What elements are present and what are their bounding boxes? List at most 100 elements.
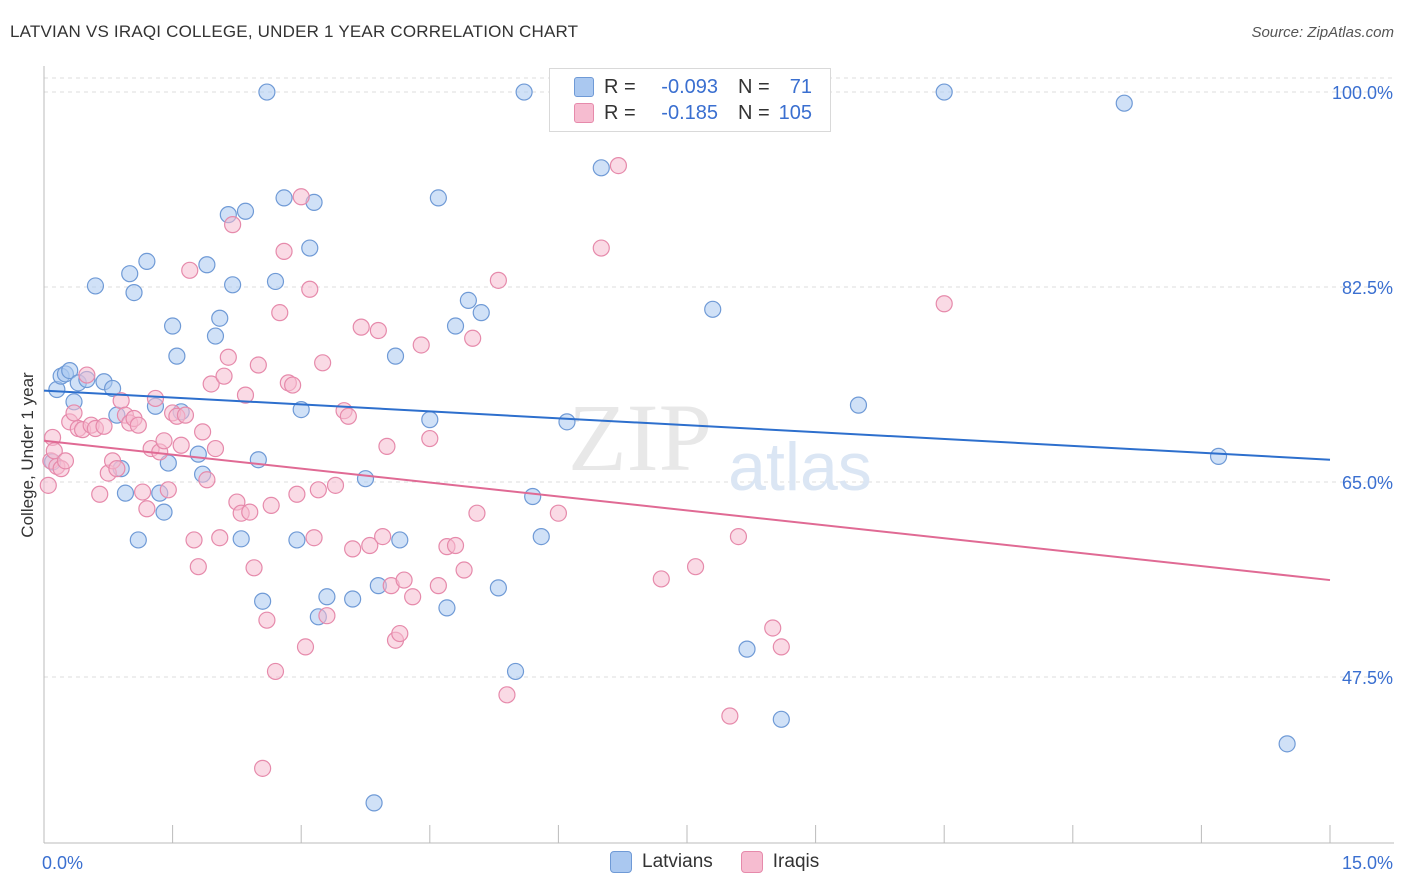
latvian-point [103,379,122,398]
iraqi-point [138,500,156,518]
iraqi-point [652,570,670,588]
chart-title: LATVIAN VS IRAQI COLLEGE, UNDER 1 YEAR C… [10,22,579,41]
iraqi-point [318,607,336,625]
stats-legend-row-iraqis: R = -0.185 N = 105 [574,100,812,126]
iraqi-point [326,476,345,494]
legend-label-iraqis: Iraqis [772,851,820,872]
iraqi-point [404,588,422,606]
latvian-point [121,265,139,283]
r-value: -0.093 [661,75,718,98]
iraqi-point [95,417,113,435]
y-tick-label: 47.5% [1342,668,1393,688]
latvian-point [386,347,405,365]
iraqi-point [172,436,190,454]
iraqi-point [305,529,323,547]
latvian-point [164,317,182,335]
latvian-point [1209,447,1228,465]
iraqi-point [395,571,413,589]
axis-layer [43,66,1394,844]
latvian-point [515,83,533,101]
y-tick-label: 100.0% [1332,83,1393,103]
latvian-point [1278,735,1296,753]
legend-label-latvians: Latvians [642,851,713,872]
iraqi-point [249,356,267,374]
latvian-point [224,276,242,294]
iraqi-point [288,485,306,503]
iraqis-swatch [574,103,594,123]
x-tick-label-min: 0.0% [42,853,83,873]
latvian-point [356,470,375,488]
iraqi-point [429,577,447,595]
latvian-point [155,503,173,521]
iraqi-point [369,321,387,340]
iraqi-point [609,156,628,175]
tick-label-layer: 47.5% 65.0% 82.5% 100.0% 0.0% 15.0% [42,83,1393,873]
iraqi-point [258,611,276,629]
iraqi-point [489,271,507,289]
iraqi-point [344,540,362,558]
iraqi-point [198,471,216,489]
iraqi-point [241,503,259,521]
latvian-point [236,202,255,220]
iraqi-point [446,536,465,555]
stats-legend: R = -0.093 N = 71 R = -0.185 N = 105 [549,68,831,132]
r-label: R = [604,75,636,98]
legend-item-latvians[interactable]: Latvians [610,851,713,873]
latvian-point [129,531,147,549]
x-tick-label-max: 15.0% [1342,853,1393,873]
iraqi-point [133,483,152,501]
iraqi-point [159,481,177,499]
iraqi-point [374,528,392,546]
latvian-point [935,83,953,101]
iraqi-point [146,389,165,408]
latvian-point [211,309,229,327]
series-legend: Latvians Iraqis [610,851,847,873]
latvian-point [446,317,465,335]
latvian-point [198,256,216,274]
latvian-point [459,291,477,310]
latvian-point [506,662,525,681]
latvian-point [254,592,272,610]
iraqi-point [129,416,147,434]
iraqi-point [412,336,430,354]
iraqi-point [309,481,327,499]
latvian-point [772,710,790,728]
iraqi-point [189,558,207,576]
iraqi-point [194,423,212,441]
latvian-point [318,588,336,606]
stats-legend-row-latvians: R = -0.093 N = 71 [574,74,812,100]
latvian-point [125,284,143,302]
trend-layer [43,389,1331,582]
iraqi-point [236,386,255,404]
iraqi-point [592,239,610,257]
iraqi-point [91,485,109,503]
iraqi-point [729,528,748,546]
iraqi-point [339,407,357,425]
iraqis-legend-swatch [740,851,763,873]
n-value: 105 [778,101,812,124]
iraqi-point [361,536,379,555]
latvian-point [738,640,756,658]
legend-item-iraqis[interactable]: Iraqis [740,851,820,873]
iraqi-point [296,638,315,656]
iraqi-point [215,367,233,385]
latvian-point [206,327,225,345]
iraqi-point [772,638,790,656]
iraqi-point [262,496,280,515]
latvian-point [1115,94,1133,112]
iraqi-point [39,476,57,494]
iraqi-point [292,188,310,206]
latvian-point [489,579,507,597]
latvian-point [532,528,550,546]
iraqi-point [764,619,782,637]
iraqi-point [206,439,225,458]
iraqi-point [65,404,83,422]
y-axis-label: College, Under 1 year [18,372,37,538]
latvian-point [232,530,250,548]
iraqi-point [301,280,319,298]
iraqi-point [181,261,199,279]
iraqi-point [185,531,203,549]
latvian-point [524,487,542,506]
latvian-point [86,277,105,295]
